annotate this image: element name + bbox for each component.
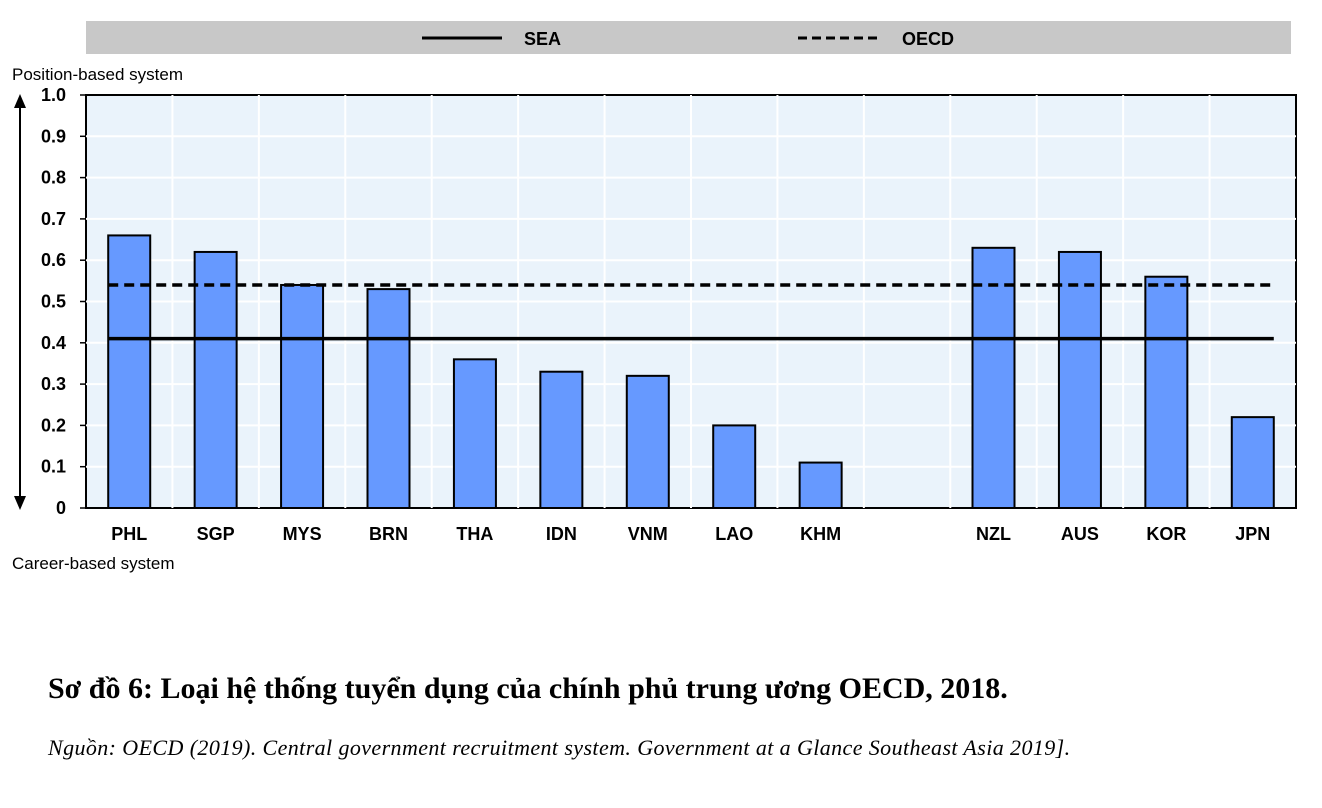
- bar-sgp: [193, 250, 238, 509]
- bar-lao: [712, 424, 757, 509]
- bar-kor: [1144, 275, 1189, 509]
- y-tick-label: 0.6: [41, 250, 66, 270]
- figure-source: Nguồn: OECD (2019). Central government r…: [48, 735, 1071, 760]
- bottom-axis-label: Career-based system: [12, 554, 175, 573]
- bars: [107, 234, 1275, 510]
- bar-phl: [107, 234, 152, 509]
- y-tick-label: 1.0: [41, 85, 66, 105]
- x-tick-label: KHM: [800, 524, 841, 544]
- y-tick-label: 0.8: [41, 168, 66, 188]
- reference-lines: [108, 283, 1274, 341]
- x-tick-label: THA: [456, 524, 493, 544]
- bar-mys: [280, 283, 325, 510]
- top-axis-label: Position-based system: [12, 65, 183, 84]
- bar-vnm: [625, 374, 670, 509]
- x-tick-label: NZL: [976, 524, 1011, 544]
- bar-tha: [452, 358, 497, 509]
- legend: SEA OECD: [422, 29, 954, 49]
- y-tick-label: 0.9: [41, 126, 66, 146]
- y-tick-label: 0.4: [41, 333, 66, 353]
- bar-khm: [798, 461, 843, 510]
- y-axis-ticks: 0 0.1 0.2 0.3 0.4 0.5 0.6 0.7 0.8 0.9 1.0: [41, 85, 86, 518]
- arrow-up-icon: [14, 94, 26, 108]
- legend-label-sea: SEA: [524, 29, 561, 49]
- y-tick-label: 0.7: [41, 209, 66, 229]
- x-tick-label: IDN: [546, 524, 577, 544]
- legend-bar: [86, 21, 1291, 54]
- x-tick-label: MYS: [283, 524, 322, 544]
- y-tick-label: 0: [56, 498, 66, 518]
- bar-brn: [366, 288, 411, 509]
- y-tick-label: 0.2: [41, 415, 66, 435]
- bar-nzl: [971, 246, 1016, 509]
- x-tick-label: PHL: [111, 524, 147, 544]
- x-tick-label: VNM: [628, 524, 668, 544]
- chart: SEA OECD Position-based system Career-bas…: [12, 21, 1297, 573]
- bar-jpn: [1230, 416, 1275, 510]
- x-tick-label: SGP: [197, 524, 235, 544]
- y-tick-label: 0.1: [41, 457, 66, 477]
- arrow-down-icon: [14, 496, 26, 510]
- y-tick-label: 0.5: [41, 292, 66, 312]
- bar-idn: [539, 370, 584, 509]
- x-tick-label: KOR: [1146, 524, 1186, 544]
- legend-label-oecd: OECD: [902, 29, 954, 49]
- x-tick-label: AUS: [1061, 524, 1099, 544]
- x-tick-label: LAO: [715, 524, 753, 544]
- x-tick-label: BRN: [369, 524, 408, 544]
- y-tick-label: 0.3: [41, 374, 66, 394]
- x-tick-label: JPN: [1235, 524, 1270, 544]
- x-axis-labels: PHL SGP MYS BRN THA IDN VNM LAO KHM NZL AUS KOR JPN: [111, 524, 1270, 544]
- bar-aus: [1057, 250, 1102, 509]
- figure-caption: Sơ đồ 6: Loại hệ thống tuyển dụng của ch…: [48, 672, 1008, 705]
